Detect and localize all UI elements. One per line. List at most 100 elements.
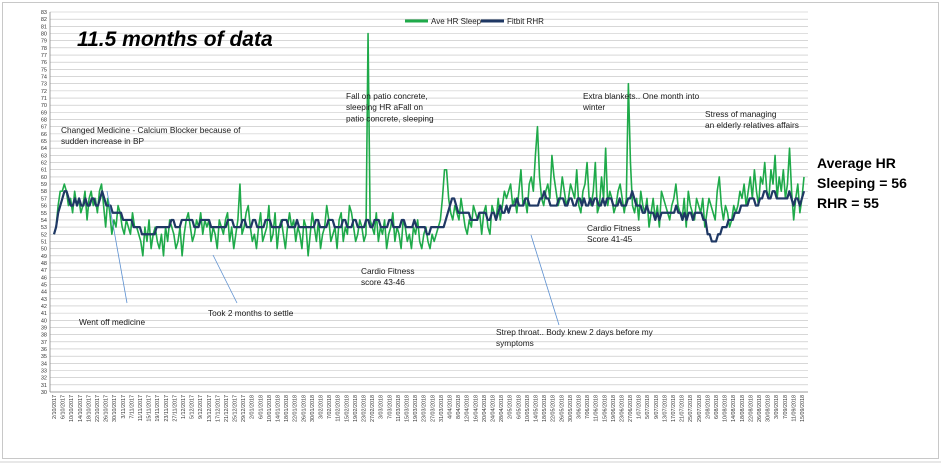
x-tick-label: 26/08/2018: [757, 395, 763, 422]
x-tick-label: 14/10/2017: [78, 395, 84, 422]
x-tick-label: 2/10/2017: [52, 395, 58, 419]
y-tick-label: 55: [41, 211, 47, 217]
y-tick-label: 42: [41, 304, 47, 310]
gridlines: [50, 11, 808, 393]
y-tick-label: 71: [41, 96, 47, 102]
x-tick-label: 26/05/2018: [559, 395, 565, 422]
x-tick-label: 7/02/2018: [327, 395, 333, 419]
y-tick-label: 73: [41, 82, 47, 88]
y-tick-label: 36: [41, 347, 47, 353]
y-tick-label: 54: [41, 218, 47, 224]
y-tick-label: 58: [41, 189, 47, 195]
x-tick-label: 21/07/2018: [680, 395, 686, 422]
x-tick-label: 7/03/2018: [387, 395, 393, 419]
x-tick-label: 2/08/2018: [705, 395, 711, 419]
y-tick-label: 30: [41, 390, 47, 396]
series-line-fitbit-rhr: [52, 190, 806, 243]
annotation-medicine: Changed Medicine - Calcium Blocker becau…: [61, 125, 241, 146]
y-tick-label: 52: [41, 232, 47, 238]
y-tick-label: 43: [41, 297, 47, 303]
x-tick-label: 18/05/2018: [542, 395, 548, 422]
y-tick-label: 56: [41, 204, 47, 210]
chart-legend: Ave HR Sleep Fitbit RHR: [405, 17, 544, 26]
annotation-arrow: [530, 234, 560, 326]
x-tick-label: 30/10/2017: [112, 395, 118, 422]
x-tick-label: 9/12/2017: [198, 395, 204, 419]
legend-label-sleep: Ave HR Sleep: [431, 17, 482, 26]
x-tick-label: 29/12/2017: [241, 395, 247, 422]
y-tick-label: 44: [41, 290, 47, 296]
y-tick-label: 65: [41, 139, 47, 145]
y-tick-label: 40: [41, 318, 47, 324]
y-tick-label: 37: [41, 340, 47, 346]
annotation-line: an elderly relatives affairs: [705, 120, 799, 130]
x-tick-label: 21/12/2017: [224, 395, 230, 422]
x-tick-label: 30/08/2018: [766, 395, 772, 422]
y-tick-label: 63: [41, 153, 47, 159]
x-tick-label: 13/12/2017: [207, 395, 213, 422]
x-tick-label: 6/01/2018: [258, 395, 264, 419]
x-tick-label: 3/06/2018: [576, 395, 582, 419]
annotation-line: score 43-46: [361, 277, 405, 287]
x-tick-label: 5/07/2018: [645, 395, 651, 419]
x-tick-label: 2/05/2018: [508, 395, 514, 419]
y-tick-label: 47: [41, 268, 47, 274]
y-tick-label: 83: [41, 10, 47, 16]
annotation-line: Strep throat.. Body knew 2 days before m…: [496, 327, 654, 337]
y-tick-label: 77: [41, 53, 47, 59]
annotation-line: Cardio Fitness: [587, 223, 641, 233]
summary-line: RHR = 55: [817, 195, 879, 211]
x-tick-label: 18/01/2018: [284, 395, 290, 422]
x-tick-label: 6/10/2017: [61, 395, 67, 419]
x-tick-label: 19/02/2018: [353, 395, 359, 422]
x-tick-label: 22/01/2018: [293, 395, 299, 422]
y-tick-label: 57: [41, 196, 47, 202]
x-tick-label: 27/11/2017: [172, 395, 178, 422]
x-tick-label: 19/11/2017: [155, 395, 161, 422]
x-tick-label: 25/12/2017: [233, 395, 239, 422]
annotation-line: Extra blankets.. One month into: [583, 91, 700, 101]
annotation-settle: Took 2 months to settle: [208, 308, 294, 318]
annotation-line: symptoms: [496, 338, 534, 348]
x-tick-label: 11/06/2018: [594, 395, 600, 422]
annotation-fall: Fall on patio concrete, sleeping HR aFall…: [346, 91, 434, 123]
x-tick-label: 10/08/2018: [723, 395, 729, 422]
x-tick-label: 27/03/2018: [430, 395, 436, 422]
annotation-line: sudden increase in BP: [61, 136, 144, 146]
y-tick-label: 72: [41, 89, 47, 95]
y-tick-label: 68: [41, 118, 47, 124]
x-tick-label: 26/10/2017: [104, 395, 110, 422]
x-tick-label: 30/01/2018: [310, 395, 316, 422]
x-tick-label: 15/11/2017: [147, 395, 153, 422]
x-tick-label: 11/02/2018: [336, 395, 342, 422]
x-tick-label: 13/07/2018: [662, 395, 668, 422]
x-tick-label: 18/10/2017: [86, 395, 92, 422]
y-tick-label: 32: [41, 376, 47, 382]
x-tick-label: 25/07/2018: [688, 395, 694, 422]
annotation-cardio2: Cardio Fitness Score 41-45: [587, 223, 641, 244]
annotation-line: Changed Medicine - Calcium Blocker becau…: [61, 125, 241, 135]
y-tick-label: 31: [41, 383, 47, 389]
y-tick-label: 78: [41, 46, 47, 52]
legend-label-rhr: Fitbit RHR: [507, 17, 544, 26]
x-tick-label: 22/05/2018: [551, 395, 557, 422]
annotation-arrows: [106, 190, 560, 326]
y-tick-label: 80: [41, 32, 47, 38]
summary-line: Average HR: [817, 155, 896, 171]
x-tick-label: 22/10/2017: [95, 395, 101, 422]
y-tick-label: 34: [41, 361, 47, 367]
x-tick-label: 7/06/2018: [585, 395, 591, 419]
y-tick-label: 75: [41, 67, 47, 73]
x-tick-label: 10/10/2017: [69, 395, 75, 422]
y-tick-label: 39: [41, 325, 47, 331]
x-tick-label: 10/05/2018: [525, 395, 531, 422]
plot-lines: [52, 32, 806, 257]
summary-line: Sleeping = 56: [817, 175, 907, 191]
y-tick-label: 60: [41, 175, 47, 181]
x-tick-label: 1/12/2017: [181, 395, 187, 419]
x-tick-label: 27/06/2018: [628, 395, 634, 422]
x-tick-label: 16/04/2018: [473, 395, 479, 422]
